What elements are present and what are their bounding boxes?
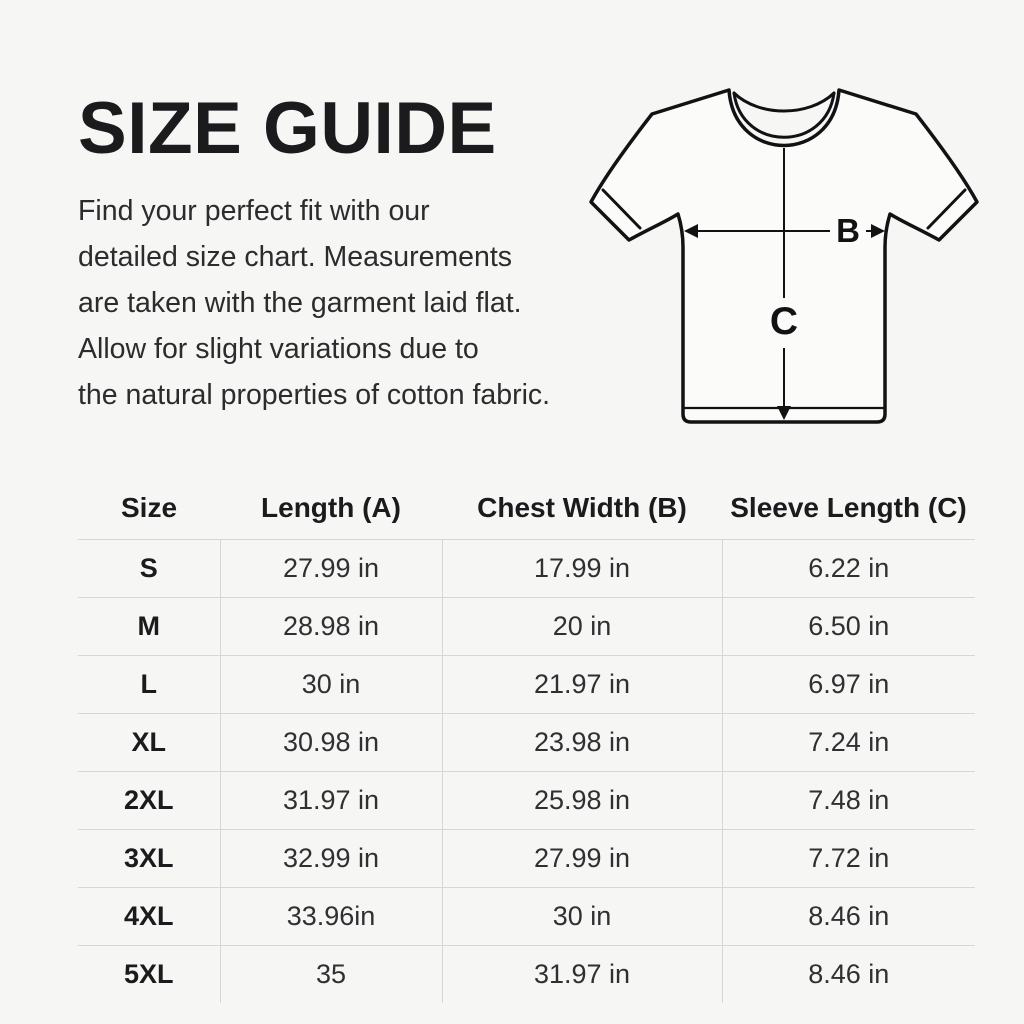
sleeve-length-cell: 6.97 in bbox=[722, 655, 975, 714]
table-row: S 27.99 in 17.99 in 6.22 in bbox=[78, 539, 975, 598]
table-header-row: Size Length (A) Chest Width (B) Sleeve L… bbox=[78, 478, 975, 540]
table-row: 5XL 35 31.97 in 8.46 in bbox=[78, 945, 975, 1003]
chest-width-cell: 20 in bbox=[442, 597, 723, 656]
sleeve-length-cell: 7.24 in bbox=[722, 713, 975, 772]
table-row: XL 30.98 in 23.98 in 7.24 in bbox=[78, 713, 975, 772]
chest-width-cell: 30 in bbox=[442, 887, 723, 946]
size-cell: XL bbox=[78, 713, 221, 772]
chest-width-label: B bbox=[836, 212, 860, 249]
length-arrow: C bbox=[770, 148, 798, 420]
table-row: 4XL 33.96in 30 in 8.46 in bbox=[78, 887, 975, 946]
sleeve-length-cell: 6.22 in bbox=[722, 539, 975, 598]
column-header-size: Size bbox=[78, 478, 220, 540]
right-cuff-icon bbox=[926, 188, 967, 230]
chest-width-cell: 21.97 in bbox=[442, 655, 723, 714]
sleeve-length-cell: 8.46 in bbox=[808, 958, 890, 989]
size-cell: S bbox=[78, 539, 221, 598]
length-cell: 30.98 in bbox=[220, 713, 443, 772]
intro-line: Allow for slight variations due to bbox=[78, 333, 479, 365]
column-header-sleeve: Sleeve Length (C) bbox=[722, 478, 975, 540]
intro-line: Find your perfect fit with our bbox=[78, 195, 430, 227]
chest-width-cell: 25.98 in bbox=[442, 771, 723, 830]
intro-text: Find your perfect fit with our detailed … bbox=[78, 188, 550, 418]
length-cell: 31.97 in bbox=[220, 771, 443, 830]
table-row: 3XL 32.99 in 27.99 in 7.72 in bbox=[78, 829, 975, 888]
sleeve-length-cell: 8.46 in bbox=[722, 887, 975, 946]
length-cell: 27.99 in bbox=[220, 539, 443, 598]
size-cell: 3XL bbox=[78, 829, 221, 888]
sleeve-length-cell: 7.48 in bbox=[722, 771, 975, 830]
length-cell: 33.96in bbox=[220, 887, 443, 946]
tshirt-diagram: B C bbox=[589, 88, 979, 424]
table-row: 2XL 31.97 in 25.98 in 7.48 in bbox=[78, 771, 975, 830]
size-cell: L bbox=[78, 655, 221, 714]
length-label: C bbox=[770, 300, 798, 343]
size-cell: 4XL bbox=[78, 887, 221, 946]
chest-width-cell: 17.99 in bbox=[442, 539, 723, 598]
size-cell: 2XL bbox=[78, 771, 221, 830]
chest-width-arrow: B bbox=[684, 212, 885, 249]
chest-width-cell: 31.97 in bbox=[442, 945, 723, 1003]
size-cell: M bbox=[78, 597, 221, 656]
length-cell: 30 in bbox=[220, 655, 443, 714]
size-table-body: S 27.99 in 17.99 in 6.22 in M 28.98 in 2… bbox=[78, 539, 975, 1003]
chest-width-cell: 23.98 in bbox=[442, 713, 723, 772]
length-cell: 35 bbox=[220, 945, 443, 1003]
size-cell: 5XL bbox=[78, 945, 221, 1003]
chest-width-cell: 27.99 in bbox=[442, 829, 723, 888]
size-chart-table: Size Length (A) Chest Width (B) Sleeve L… bbox=[78, 478, 975, 1003]
intro-line: are taken with the garment laid flat. bbox=[78, 287, 522, 319]
left-cuff-icon bbox=[601, 188, 642, 230]
table-row: L 30 in 21.97 in 6.97 in bbox=[78, 655, 975, 714]
length-cell: 32.99 in bbox=[220, 829, 443, 888]
table-row: M 28.98 in 20 in 6.50 in bbox=[78, 597, 975, 656]
page-title: SIZE GUIDE bbox=[78, 88, 497, 169]
column-header-chest: Chest Width (B) bbox=[442, 478, 722, 540]
column-header-length: Length (A) bbox=[220, 478, 442, 540]
collar-back-icon bbox=[732, 91, 836, 113]
collar-rib-icon bbox=[732, 91, 836, 139]
intro-line: the natural properties of cotton fabric. bbox=[78, 379, 551, 411]
length-cell: 28.98 in bbox=[220, 597, 443, 656]
intro-line: detailed size chart. Measurements bbox=[78, 241, 513, 273]
sleeve-length-cell: 7.72 in bbox=[722, 829, 975, 888]
sleeve-length-cell: 6.50 in bbox=[722, 597, 975, 656]
